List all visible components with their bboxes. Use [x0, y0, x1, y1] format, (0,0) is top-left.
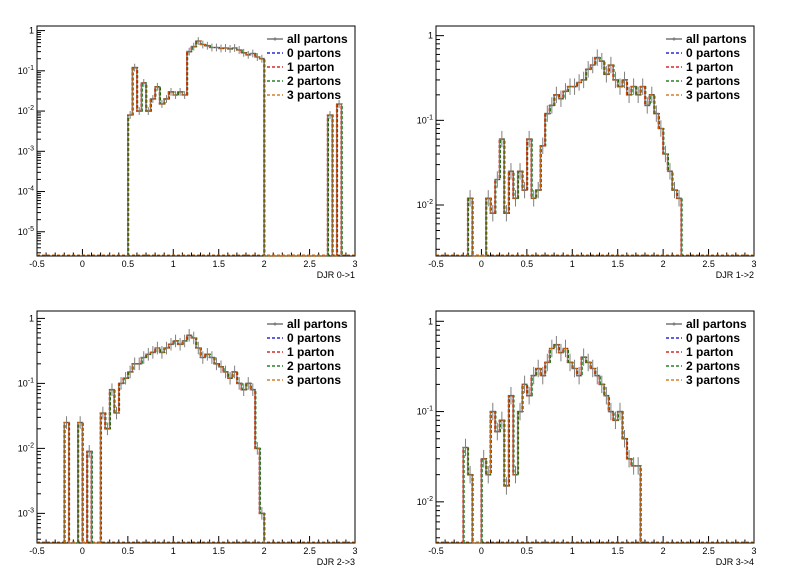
x-tick-label: -0.5: [29, 546, 45, 556]
y-tick-label: 1: [428, 316, 433, 326]
x-tick-label: 3: [751, 259, 756, 269]
legend-marker: [672, 37, 676, 41]
legend-label: 3 partons: [686, 373, 740, 387]
legend-marker: [672, 322, 676, 326]
y-tick-label: 10-2: [417, 496, 433, 507]
x-axis-label: DJR 0->1: [317, 270, 355, 280]
hist-series-p1: [63, 334, 265, 544]
legend-marker: [273, 37, 277, 41]
hist-series-p1: [462, 344, 641, 544]
x-tick-label: -0.5: [29, 259, 45, 269]
y-tick-label: 10-3: [18, 507, 34, 518]
x-tick-label: 0.5: [521, 546, 534, 556]
x-tick-label: -0.5: [428, 259, 444, 269]
y-tick-label: 10-1: [18, 65, 34, 76]
x-tick-label: 2: [661, 546, 666, 556]
x-tick-label: 0: [80, 546, 85, 556]
x-tick-label: 3: [751, 546, 756, 556]
hist-series-p3: [127, 40, 342, 257]
chart-panel-2: -0.5 0 0.5 1 1.5 2 2.5 3 1 10-1 10-2 DJR 1->2 all pa…: [417, 25, 757, 280]
x-tick-label: 2: [262, 546, 267, 556]
x-tick-label: 1: [171, 546, 176, 556]
plot-frame: [435, 310, 755, 544]
chart-panel-4: -0.5 0 0.5 1 1.5 2 2.5 3 1 10-1 10-2 DJR 3->4 all pa…: [417, 310, 757, 567]
x-tick-label: 0.5: [122, 546, 135, 556]
x-tick-label: 0: [80, 259, 85, 269]
legend-label: all partons: [287, 317, 348, 331]
hist-series-p3: [462, 344, 641, 544]
legend-label: 0 partons: [686, 46, 740, 60]
legend-label: 1 parton: [686, 60, 733, 74]
x-tick-label: 2.5: [303, 259, 316, 269]
x-tick-label: -0.5: [428, 546, 444, 556]
plot-frame: [36, 310, 356, 544]
y-tick-label: 10-2: [18, 105, 34, 116]
legend-label: 3 partons: [686, 88, 740, 102]
legend-label: 1 parton: [686, 345, 733, 359]
legend-label: 0 partons: [287, 331, 341, 345]
legend-label: 2 partons: [686, 359, 740, 373]
y-tick-label: 10-3: [18, 145, 34, 156]
x-tick-label: 2.5: [702, 546, 715, 556]
legend-label: 3 partons: [287, 373, 341, 387]
legend-label: 0 partons: [287, 46, 341, 60]
x-tick-label: 1.5: [212, 546, 225, 556]
x-axis-label: DJR 3->4: [716, 557, 754, 567]
legend-label: 1 parton: [287, 60, 334, 74]
legend-label: 0 partons: [686, 331, 740, 345]
x-axis-label: DJR 2->3: [317, 557, 355, 567]
x-tick-label: 0.5: [122, 259, 135, 269]
legend-label: 2 partons: [287, 74, 341, 88]
x-tick-label: 1: [570, 546, 575, 556]
x-tick-label: 2.5: [702, 259, 715, 269]
y-tick-label: 10-4: [18, 186, 34, 197]
legend-label: 2 partons: [287, 359, 341, 373]
x-tick-label: 3: [352, 259, 357, 269]
plot-frame: [435, 25, 755, 257]
x-tick-label: 2.5: [303, 546, 316, 556]
legend-label: all partons: [287, 32, 348, 46]
chart-panel-3: -0.5 0 0.5 1 1.5 2 2.5 3 1 10-1 10-2 10-3 DJR 2->3 al…: [18, 310, 358, 567]
x-tick-label: 0: [479, 259, 484, 269]
x-tick-label: 2: [661, 259, 666, 269]
y-tick-label: 1: [29, 313, 34, 323]
x-tick-label: 2: [262, 259, 267, 269]
legend-marker: [273, 322, 277, 326]
x-tick-label: 1.5: [611, 546, 624, 556]
y-tick-label: 10-1: [417, 406, 433, 417]
legend-label: all partons: [686, 32, 747, 46]
y-tick-label: 1: [428, 31, 433, 41]
y-tick-label: 1: [29, 26, 34, 36]
legend-label: 3 partons: [287, 88, 341, 102]
x-axis-label: DJR 1->2: [716, 270, 754, 280]
y-tick-label: 10-2: [417, 199, 433, 210]
y-tick-label: 10-1: [417, 114, 433, 125]
y-tick-label: 10-5: [18, 226, 34, 237]
legend-label: all partons: [686, 317, 747, 331]
x-tick-label: 3: [352, 546, 357, 556]
hist-series-p3: [63, 334, 265, 544]
y-tick-label: 10-1: [18, 377, 34, 388]
legend-label: 1 parton: [287, 345, 334, 359]
y-tick-label: 10-2: [18, 442, 34, 453]
x-tick-label: 0: [479, 546, 484, 556]
hist-series-all: [462, 343, 642, 544]
plot-frame: [36, 25, 356, 257]
chart-panel-1: -0.5 0 0.5 1 1.5 2 2.5 3 1 10-1 10-2 10-3 10-4 10-5 DJ…: [18, 25, 358, 280]
x-tick-label: 1: [570, 259, 575, 269]
x-tick-label: 1.5: [611, 259, 624, 269]
x-tick-label: 0.5: [521, 259, 534, 269]
x-tick-label: 1.5: [212, 259, 225, 269]
x-tick-label: 1: [171, 259, 176, 269]
legend-label: 2 partons: [686, 74, 740, 88]
